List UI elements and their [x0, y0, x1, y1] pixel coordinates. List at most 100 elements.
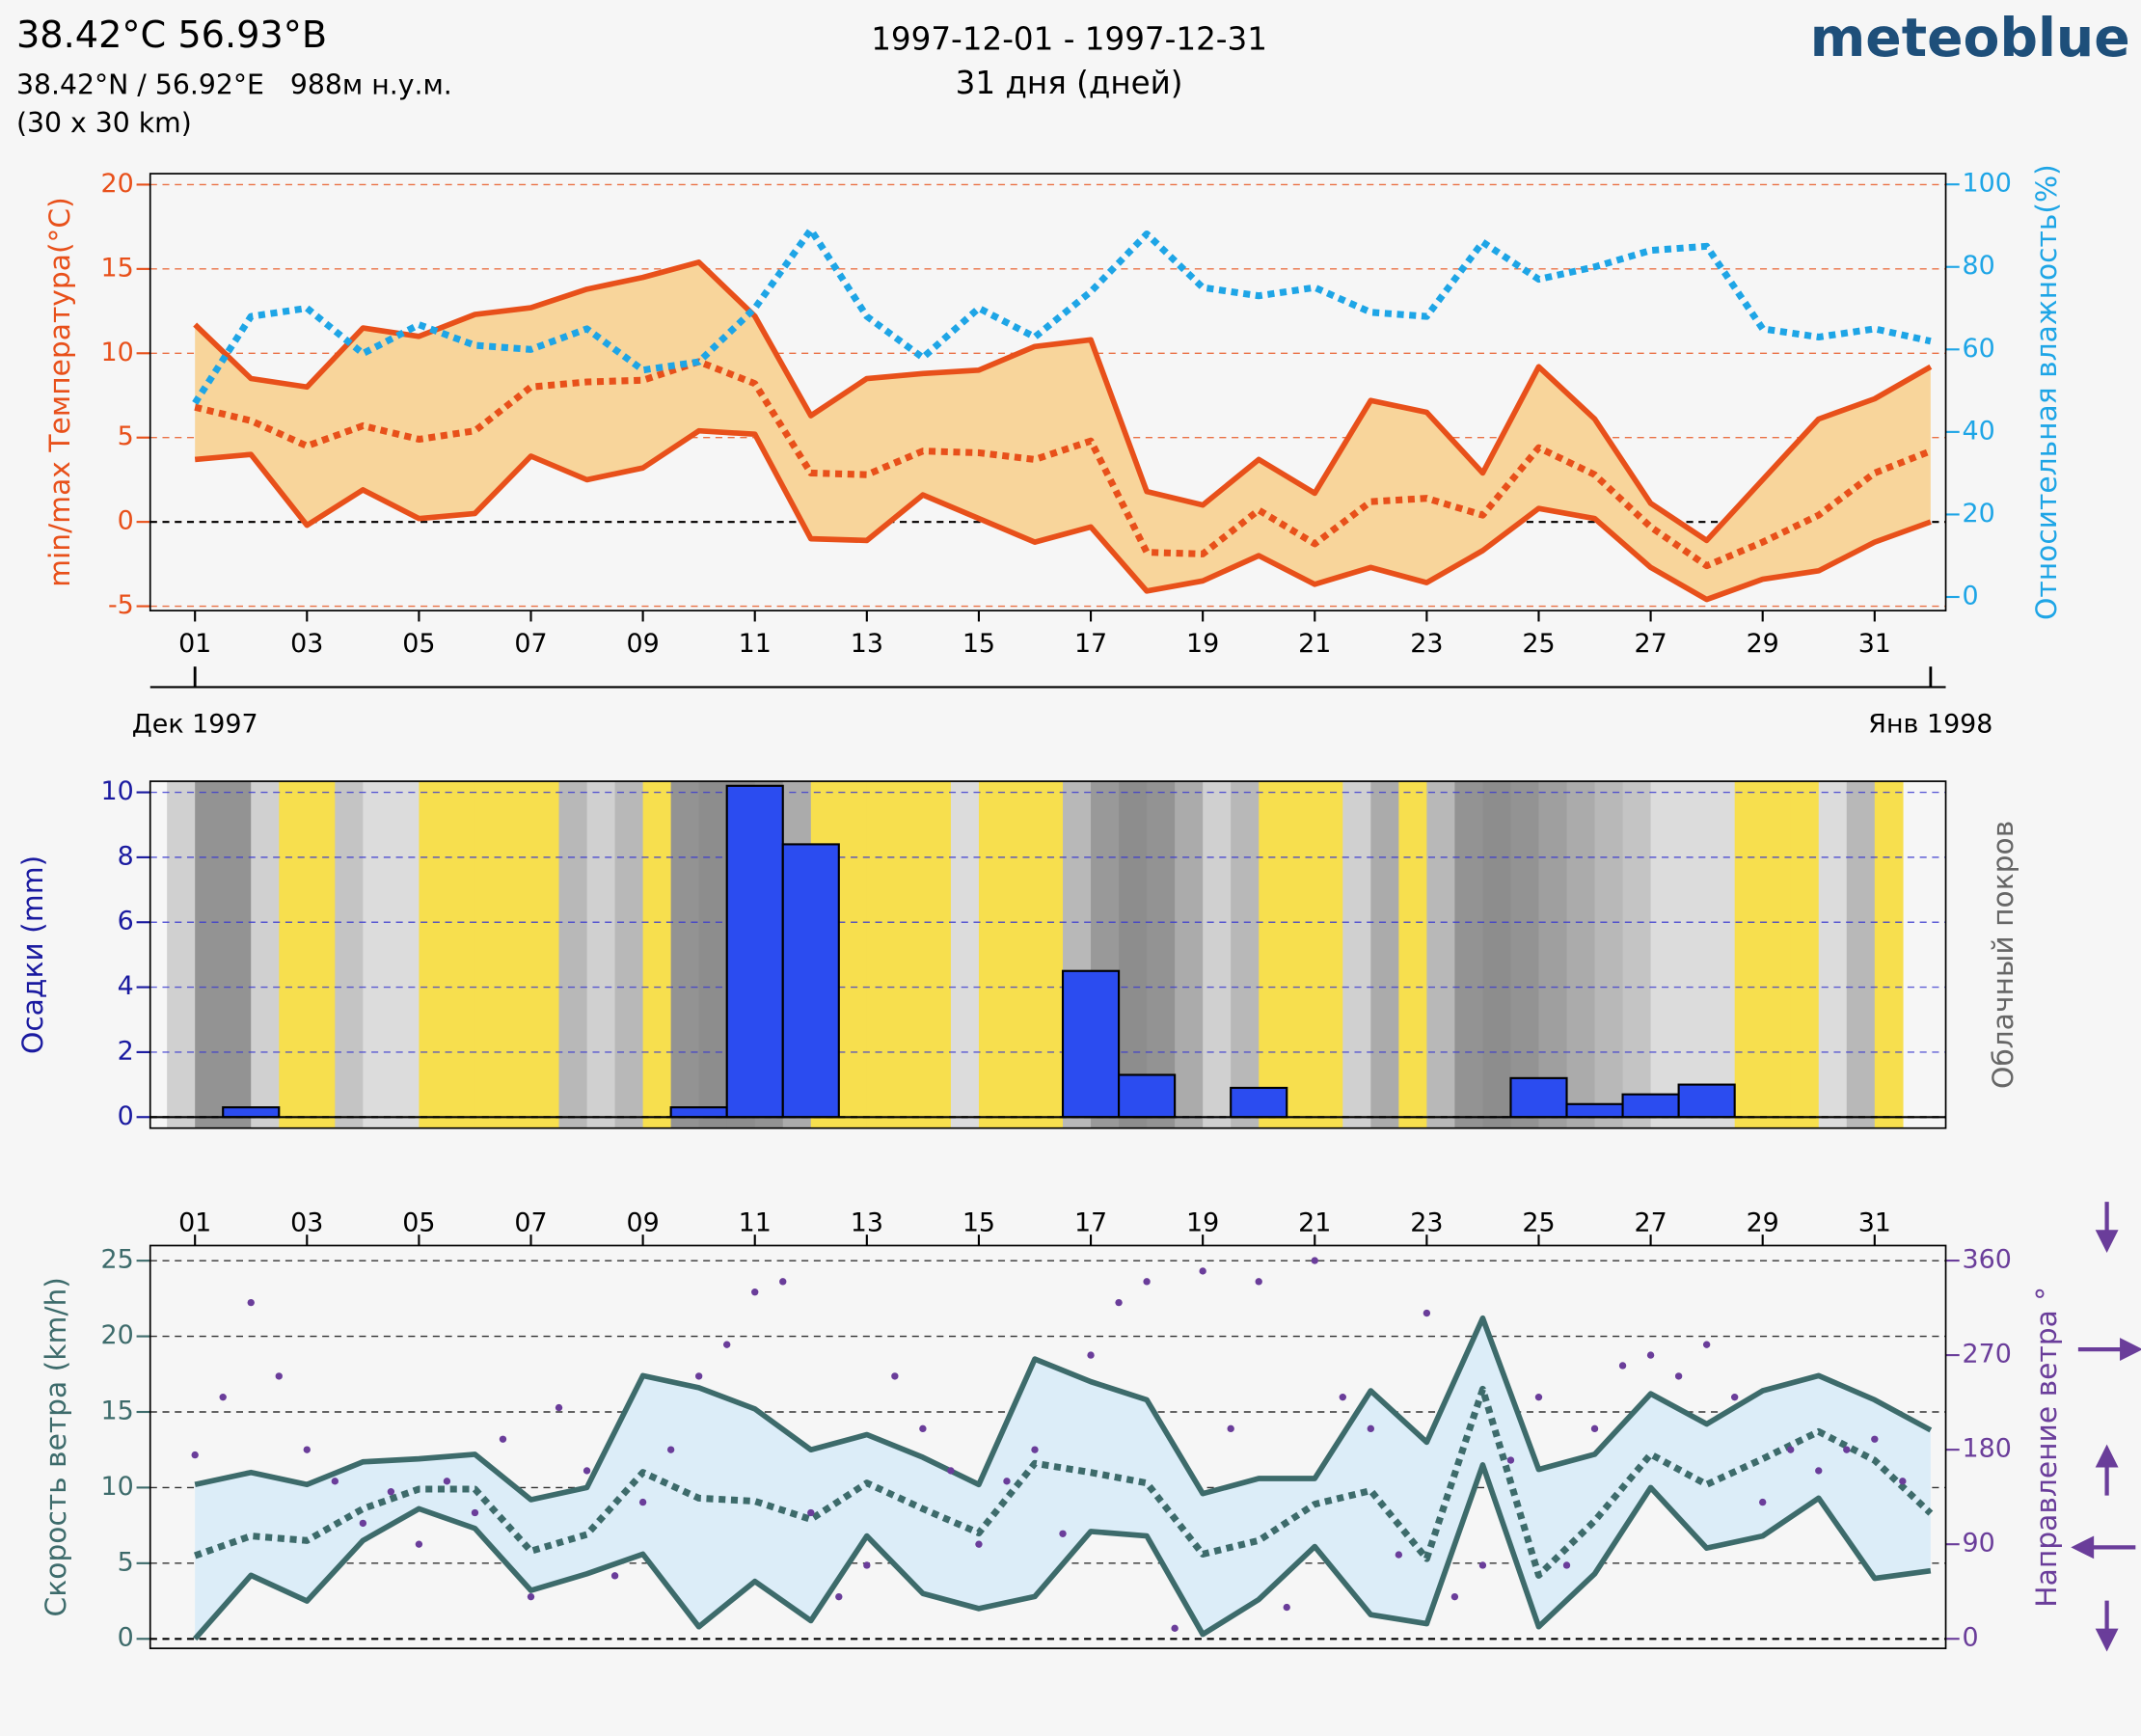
direction-dot	[1702, 1341, 1711, 1348]
cloud-cover	[167, 781, 196, 1128]
direction-dot	[499, 1435, 507, 1443]
direction-dot	[1899, 1478, 1907, 1485]
series-line	[194, 427, 1932, 603]
direction-dot	[1759, 1498, 1767, 1506]
cloud-cover	[223, 781, 252, 1128]
direction-dot	[275, 1372, 283, 1380]
cloud-cover	[978, 781, 1008, 1128]
direction-dot	[694, 1372, 703, 1380]
direction-dot	[331, 1478, 339, 1485]
direction-dot	[1730, 1393, 1739, 1401]
cloud-cover	[1119, 781, 1148, 1128]
cloud-cover	[614, 781, 644, 1128]
cloud-cover	[251, 781, 280, 1128]
period-label: Дек 1997	[132, 710, 258, 740]
y-tick-label: 0	[118, 506, 134, 536]
direction-dot	[247, 1298, 255, 1307]
plot-frame	[149, 1244, 1947, 1649]
y-tick-label: 0	[118, 1101, 134, 1131]
y-tick-label: 25	[101, 1245, 134, 1275]
cloud-cover	[1874, 781, 1904, 1128]
cloud-cover	[838, 781, 868, 1128]
direction-dot	[1590, 1424, 1599, 1433]
x-tick-label: 29	[1747, 629, 1779, 659]
direction-dot	[751, 1288, 759, 1296]
x-tick-label: 11	[739, 1207, 772, 1237]
x-tick-label: 05	[402, 1207, 435, 1237]
direction-dot	[1003, 1478, 1011, 1485]
cloud-cover	[1790, 781, 1820, 1128]
direction-dot	[1815, 1467, 1823, 1475]
x-tick-label: 17	[1074, 629, 1107, 659]
cloud-cover	[1762, 781, 1792, 1128]
x-tick-label: 05	[402, 629, 435, 659]
bar	[222, 1106, 281, 1119]
cloud-cover	[1342, 781, 1372, 1128]
x-tick-label: 13	[851, 629, 883, 659]
direction-dot	[1227, 1424, 1234, 1433]
bar	[669, 1106, 728, 1119]
y2-tick-label: 270	[1963, 1340, 2012, 1370]
cloud-cover	[502, 781, 532, 1128]
x-tick-label: 21	[1298, 1207, 1331, 1237]
direction-dot	[1143, 1278, 1151, 1286]
x-tick-label: 07	[514, 1207, 547, 1237]
direction-dot	[723, 1341, 731, 1348]
direction-dot	[219, 1393, 227, 1401]
cloud-cover	[866, 781, 896, 1128]
cloud-cover	[1398, 781, 1428, 1128]
direction-dot	[835, 1592, 843, 1601]
cloud-cover	[1538, 781, 1568, 1128]
y-tick-label: -5	[108, 590, 134, 620]
cloud-cover	[419, 781, 448, 1128]
direction-dot	[471, 1508, 479, 1517]
direction-dot	[191, 1451, 199, 1459]
series-line	[194, 1385, 1934, 1579]
cloud-cover	[335, 781, 365, 1128]
direction-dot	[1087, 1351, 1095, 1359]
cloud-cover	[1203, 781, 1232, 1128]
direction-dot	[919, 1424, 927, 1433]
direction-dot	[1871, 1435, 1879, 1443]
direction-dot	[303, 1446, 311, 1453]
direction-dot	[1199, 1267, 1206, 1275]
x-tick-label: 23	[1410, 1207, 1443, 1237]
cloud-cover	[1818, 781, 1848, 1128]
cloud-cover	[1846, 781, 1876, 1128]
direction-dot	[1562, 1561, 1571, 1569]
cloud-cover	[1482, 781, 1512, 1128]
y-tick-label: 15	[101, 1396, 134, 1425]
cloud-cover	[1147, 781, 1176, 1128]
x-tick-label: 25	[1522, 629, 1555, 659]
x-tick-label: 27	[1634, 1207, 1667, 1237]
x-tick-label: 17	[1074, 1207, 1107, 1237]
cloud-cover	[1566, 781, 1596, 1128]
cloud-cover	[586, 781, 616, 1128]
direction-dot	[1843, 1446, 1851, 1453]
cloud-cover	[530, 781, 560, 1128]
y2-tick-label: 0	[1963, 1623, 1979, 1653]
bar	[1565, 1102, 1624, 1119]
direction-dot	[947, 1467, 955, 1475]
cloud-cover	[670, 781, 700, 1128]
x-tick-label: 31	[1858, 1207, 1891, 1237]
day-count: 31 дня (дней)	[956, 65, 1183, 101]
direction-dot	[1674, 1372, 1683, 1380]
y2-tick-label: 40	[1963, 416, 1995, 446]
y2-tick-label: 360	[1963, 1245, 2012, 1275]
direction-dot	[527, 1592, 535, 1601]
period-label: Янв 1998	[1868, 710, 1992, 740]
cloud-cover	[1370, 781, 1400, 1128]
resolution: (30 x 30 km)	[16, 107, 192, 139]
y-tick-label: 15	[101, 253, 134, 283]
direction-dot	[443, 1478, 451, 1485]
direction-dot	[1646, 1351, 1655, 1359]
cloud-cover	[1175, 781, 1204, 1128]
direction-dot	[1059, 1530, 1067, 1537]
cloud-cover	[642, 781, 672, 1128]
cloud-cover	[1678, 781, 1708, 1128]
brand-logo: meteoblue	[1810, 8, 2130, 69]
x-tick-label: 03	[290, 629, 323, 659]
x-tick-label: 29	[1747, 1207, 1779, 1237]
